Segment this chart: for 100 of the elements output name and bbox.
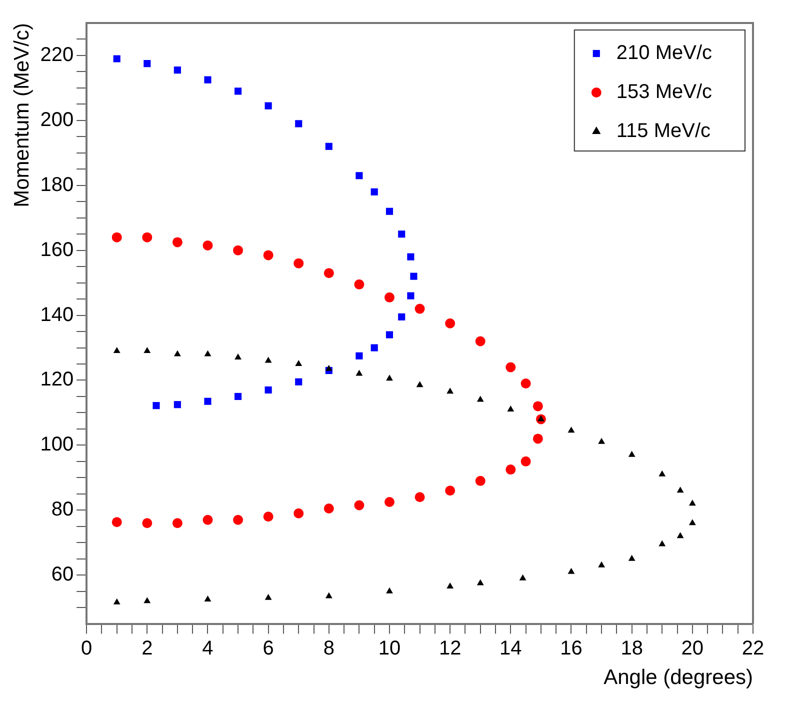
point xyxy=(386,374,393,381)
point xyxy=(568,426,575,433)
point xyxy=(398,313,406,320)
y-axis-title: Momentum (MeV/c) xyxy=(10,23,34,208)
point xyxy=(234,392,242,400)
point xyxy=(407,292,414,300)
point xyxy=(172,518,182,528)
point xyxy=(446,388,454,394)
point xyxy=(445,486,456,496)
legend-label: 115 MeV/c xyxy=(616,120,711,142)
point xyxy=(234,354,242,360)
point xyxy=(325,142,332,150)
point xyxy=(324,268,334,278)
point xyxy=(676,532,684,538)
point xyxy=(520,456,531,466)
point xyxy=(507,405,514,412)
point xyxy=(324,504,334,514)
point xyxy=(688,519,696,526)
point xyxy=(384,497,394,508)
point xyxy=(112,232,122,242)
x-tick-label: 6 xyxy=(262,637,274,660)
point xyxy=(295,378,302,386)
point xyxy=(356,172,363,180)
x-tick-label: 20 xyxy=(681,637,704,660)
point xyxy=(112,517,122,528)
point xyxy=(384,292,394,302)
point xyxy=(233,245,244,256)
x-tick-label: 12 xyxy=(438,637,462,660)
point xyxy=(295,360,302,366)
point xyxy=(204,350,212,356)
point xyxy=(532,401,543,412)
point xyxy=(144,597,151,604)
point xyxy=(506,464,516,475)
x-tick-label: 0 xyxy=(81,637,92,660)
point xyxy=(628,554,636,561)
point xyxy=(476,579,484,586)
point xyxy=(537,415,544,422)
point xyxy=(295,120,302,128)
x-tick-label: 4 xyxy=(202,637,214,660)
point xyxy=(264,594,272,600)
point xyxy=(416,381,424,388)
x-tick-label: 10 xyxy=(378,637,401,660)
point xyxy=(386,331,394,338)
point xyxy=(370,188,378,196)
y-tick-label: 180 xyxy=(40,174,74,196)
point xyxy=(598,438,606,444)
point xyxy=(398,230,406,238)
point xyxy=(414,304,425,314)
legend-label: 210 MeV/c xyxy=(616,42,712,64)
point xyxy=(414,492,425,502)
point xyxy=(568,568,575,574)
point xyxy=(370,344,378,352)
point xyxy=(204,595,212,602)
point xyxy=(354,500,364,510)
point xyxy=(658,470,666,476)
point xyxy=(144,347,151,354)
point xyxy=(325,364,332,371)
point xyxy=(386,587,393,594)
point xyxy=(676,486,684,493)
point xyxy=(234,88,242,95)
point xyxy=(172,237,182,248)
point xyxy=(532,434,543,444)
point xyxy=(264,102,272,110)
point xyxy=(356,370,363,376)
point xyxy=(410,272,418,280)
point xyxy=(475,476,486,486)
point xyxy=(446,582,454,588)
x-tick-label: 18 xyxy=(620,637,643,660)
point xyxy=(407,253,414,260)
y-tick-label: 100 xyxy=(40,434,74,456)
point xyxy=(142,518,152,528)
point xyxy=(598,561,606,568)
point xyxy=(174,350,181,356)
x-tick-label: 2 xyxy=(142,637,153,660)
point xyxy=(113,347,120,354)
x-tick-label: 22 xyxy=(742,637,764,660)
point xyxy=(628,450,636,457)
point xyxy=(113,55,120,62)
y-tick-label: 80 xyxy=(51,498,74,521)
point xyxy=(142,232,152,242)
point xyxy=(202,514,213,525)
x-axis-title: Angle (degrees) xyxy=(604,666,753,690)
y-tick-label: 200 xyxy=(40,108,74,131)
point xyxy=(202,240,213,250)
point xyxy=(506,362,516,372)
x-tick-label: 14 xyxy=(500,637,522,660)
y-tick-label: 160 xyxy=(40,238,74,261)
point xyxy=(519,574,526,580)
point xyxy=(386,208,394,215)
point xyxy=(294,508,304,518)
point xyxy=(263,250,274,260)
point xyxy=(688,500,696,506)
point xyxy=(356,352,363,360)
point xyxy=(204,76,212,84)
point xyxy=(233,514,244,525)
legend-label: 153 MeV/c xyxy=(616,81,712,104)
point xyxy=(204,398,212,405)
point xyxy=(152,402,160,410)
y-tick-label: 60 xyxy=(51,564,74,586)
y-tick-label: 120 xyxy=(40,368,74,391)
